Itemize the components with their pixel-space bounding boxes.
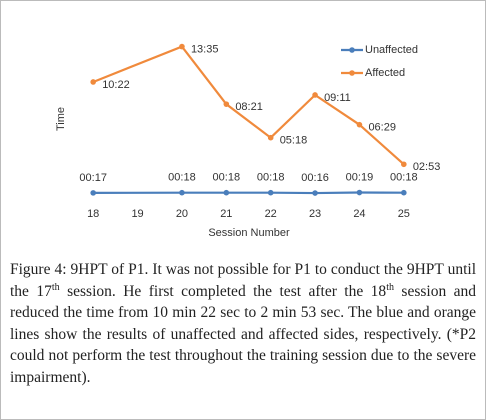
caption-superscript: th <box>51 281 60 293</box>
legend-label: Unaffected <box>365 44 418 56</box>
legend-label: Affected <box>365 67 405 79</box>
marker <box>223 101 230 107</box>
marker <box>312 92 318 98</box>
legend-marker <box>349 70 355 76</box>
caption-superscript: th <box>386 281 394 293</box>
x-tick-label: 19 <box>131 208 143 220</box>
marker <box>356 189 363 196</box>
data-label: 13:35 <box>191 43 219 55</box>
caption-label: Figure 4: <box>10 261 67 278</box>
y-axis-label: Time <box>55 107 67 131</box>
x-axis-label: Session Number <box>208 227 290 239</box>
data-label: 06:29 <box>368 122 396 134</box>
data-label: 00:18 <box>213 172 241 184</box>
marker <box>179 189 185 196</box>
data-label: 00:18 <box>257 172 285 184</box>
caption-text: session and reduced the time from 10 min… <box>10 282 477 386</box>
x-tick-label: 24 <box>353 208 365 220</box>
data-label: 00:18 <box>168 172 196 184</box>
caption-text: session. He first completed the test aft… <box>59 282 387 300</box>
marker <box>267 189 274 196</box>
legend-marker <box>349 47 355 53</box>
x-tick-label: 25 <box>398 208 410 220</box>
x-tick-label: 18 <box>87 208 99 220</box>
data-label: 02:53 <box>413 161 441 173</box>
chart: Time Session Number 18 19 20 21 22 23 24 25 00:1… <box>55 43 441 239</box>
data-label: 05:18 <box>280 135 308 147</box>
marker <box>356 121 363 128</box>
data-label: 08:21 <box>235 101 263 113</box>
marker <box>90 190 96 196</box>
marker <box>401 161 407 168</box>
marker <box>312 190 318 196</box>
marker <box>267 134 274 141</box>
x-tick-label: 23 <box>309 208 321 220</box>
marker <box>223 189 230 196</box>
data-label: 00:17 <box>79 172 107 184</box>
data-label: 09:11 <box>324 92 351 104</box>
marker <box>401 189 407 196</box>
data-label: 00:16 <box>301 172 329 184</box>
data-label: 10:22 <box>102 79 130 91</box>
data-label: 00:19 <box>346 171 374 183</box>
x-tick-label: 22 <box>265 208 277 220</box>
x-tick-label: 20 <box>176 208 188 220</box>
x-tick-label: 21 <box>220 208 232 220</box>
caption: Figure 4: 9HPT of P1. It was not possibl… <box>10 259 476 388</box>
data-label: 00:18 <box>390 172 418 184</box>
marker <box>90 79 96 85</box>
caption-text: 9HPT of P1. It was not possible for P1 t… <box>10 261 476 300</box>
marker <box>179 43 185 50</box>
